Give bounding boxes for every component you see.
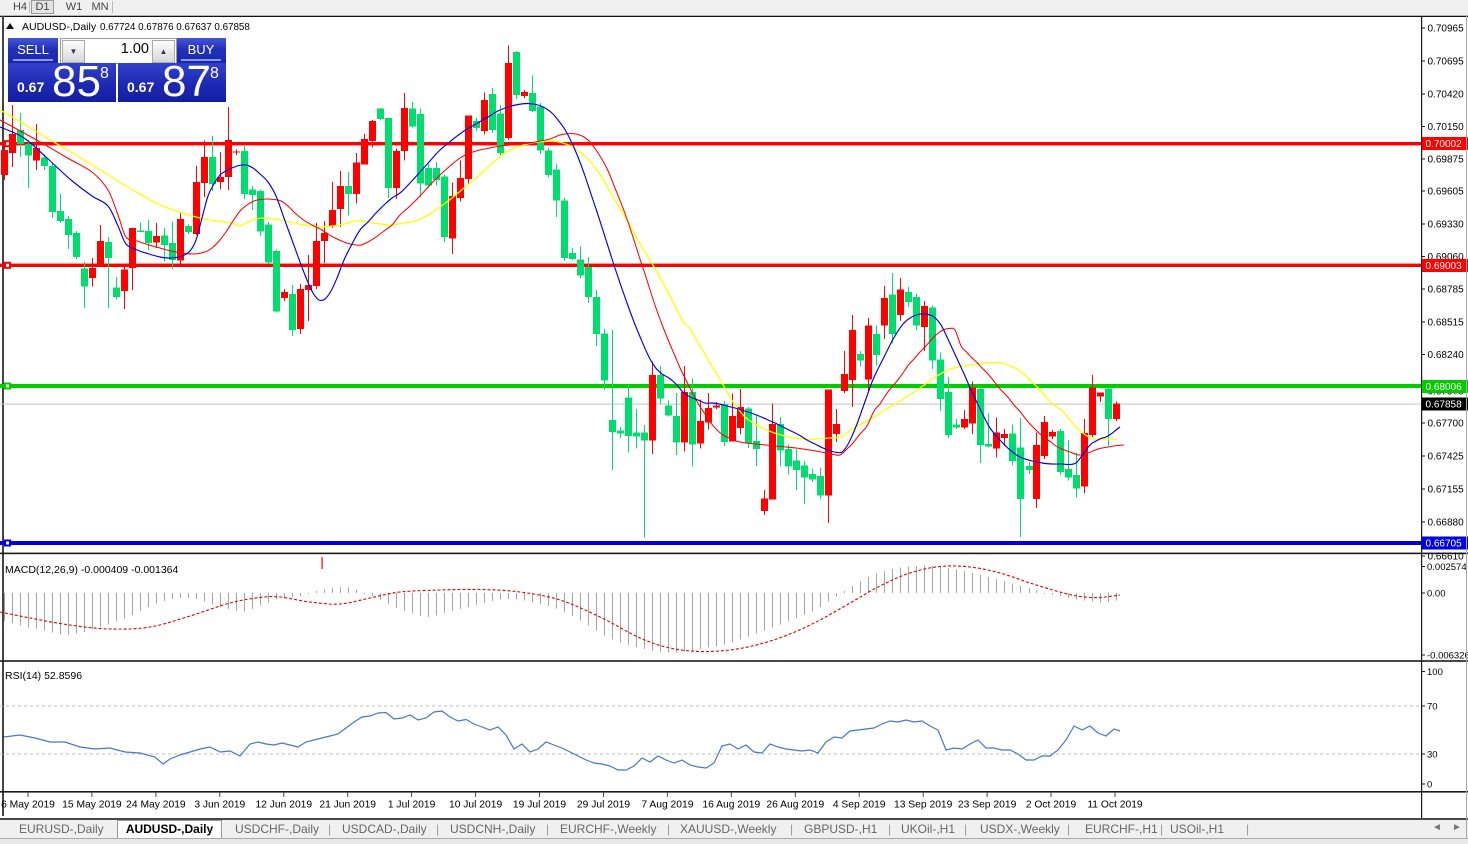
svg-text:23 Sep 2019: 23 Sep 2019 [958,800,1017,811]
svg-text:26 Aug 2019: 26 Aug 2019 [766,800,824,811]
svg-text:15 May 2019: 15 May 2019 [62,800,122,811]
svg-text:0.69875: 0.69875 [1428,155,1465,166]
svg-text:0.69330: 0.69330 [1428,220,1465,231]
svg-text:70: 70 [1427,702,1438,713]
svg-text:MACD(12,26,9) -0.000409 -0.001: MACD(12,26,9) -0.000409 -0.001364 [5,564,179,576]
svg-text:0.70965: 0.70965 [1428,24,1465,35]
svg-text:4 Sep 2019: 4 Sep 2019 [833,800,886,811]
svg-text:0.70150: 0.70150 [1428,122,1465,133]
svg-text:2 Oct 2019: 2 Oct 2019 [1026,800,1077,811]
svg-text:0.67724 0.67876 0.67637 0.6785: 0.67724 0.67876 0.67637 0.67858 [100,22,250,33]
svg-text:0.70420: 0.70420 [1428,90,1465,101]
svg-text:10 Jul 2019: 10 Jul 2019 [449,800,503,811]
svg-text:3 Jun 2019: 3 Jun 2019 [194,800,245,811]
svg-text:100: 100 [1427,667,1443,678]
svg-text:AUDUSD-,Daily: AUDUSD-,Daily [22,21,97,33]
svg-text:0.69060: 0.69060 [1428,252,1465,263]
svg-text:0.66705: 0.66705 [1426,539,1463,550]
svg-text:0.00: 0.00 [1427,589,1446,600]
svg-text:7 Aug 2019: 7 Aug 2019 [641,800,693,811]
svg-text:0.67700: 0.67700 [1428,419,1465,430]
svg-text:0.67425: 0.67425 [1428,452,1465,463]
svg-text:11 Oct 2019: 11 Oct 2019 [1087,800,1143,811]
svg-text:0.69605: 0.69605 [1428,187,1465,198]
svg-text:0.70695: 0.70695 [1428,57,1465,68]
svg-text:29 Jul 2019: 29 Jul 2019 [577,800,631,811]
svg-text:0.68006: 0.68006 [1426,382,1463,393]
svg-text:0.67155: 0.67155 [1428,485,1465,496]
svg-text:0.68785: 0.68785 [1428,285,1465,296]
svg-text:21 Jun 2019: 21 Jun 2019 [319,800,376,811]
svg-text:0.002574: 0.002574 [1427,562,1467,573]
svg-text:6 May 2019: 6 May 2019 [1,800,55,811]
svg-text:12 Jun 2019: 12 Jun 2019 [255,800,312,811]
svg-text:0: 0 [1427,780,1432,791]
svg-text:-0.006326: -0.006326 [1427,651,1468,662]
svg-text:RSI(14) 52.8596: RSI(14) 52.8596 [5,670,82,682]
svg-text:19 Jul 2019: 19 Jul 2019 [513,800,567,811]
svg-text:24 May 2019: 24 May 2019 [126,800,186,811]
svg-text:0.67858: 0.67858 [1426,400,1463,411]
svg-text:0.66610: 0.66610 [1428,552,1465,563]
svg-text:0.66880: 0.66880 [1428,518,1465,529]
svg-text:1 Jul 2019: 1 Jul 2019 [388,800,436,811]
svg-text:30: 30 [1427,750,1438,761]
svg-text:16 Aug 2019: 16 Aug 2019 [702,800,760,811]
svg-text:0.69003: 0.69003 [1426,261,1463,272]
svg-text:0.68240: 0.68240 [1428,350,1465,361]
svg-text:0.70002: 0.70002 [1426,139,1463,150]
svg-text:13 Sep 2019: 13 Sep 2019 [894,800,953,811]
svg-text:0.68515: 0.68515 [1428,318,1465,329]
